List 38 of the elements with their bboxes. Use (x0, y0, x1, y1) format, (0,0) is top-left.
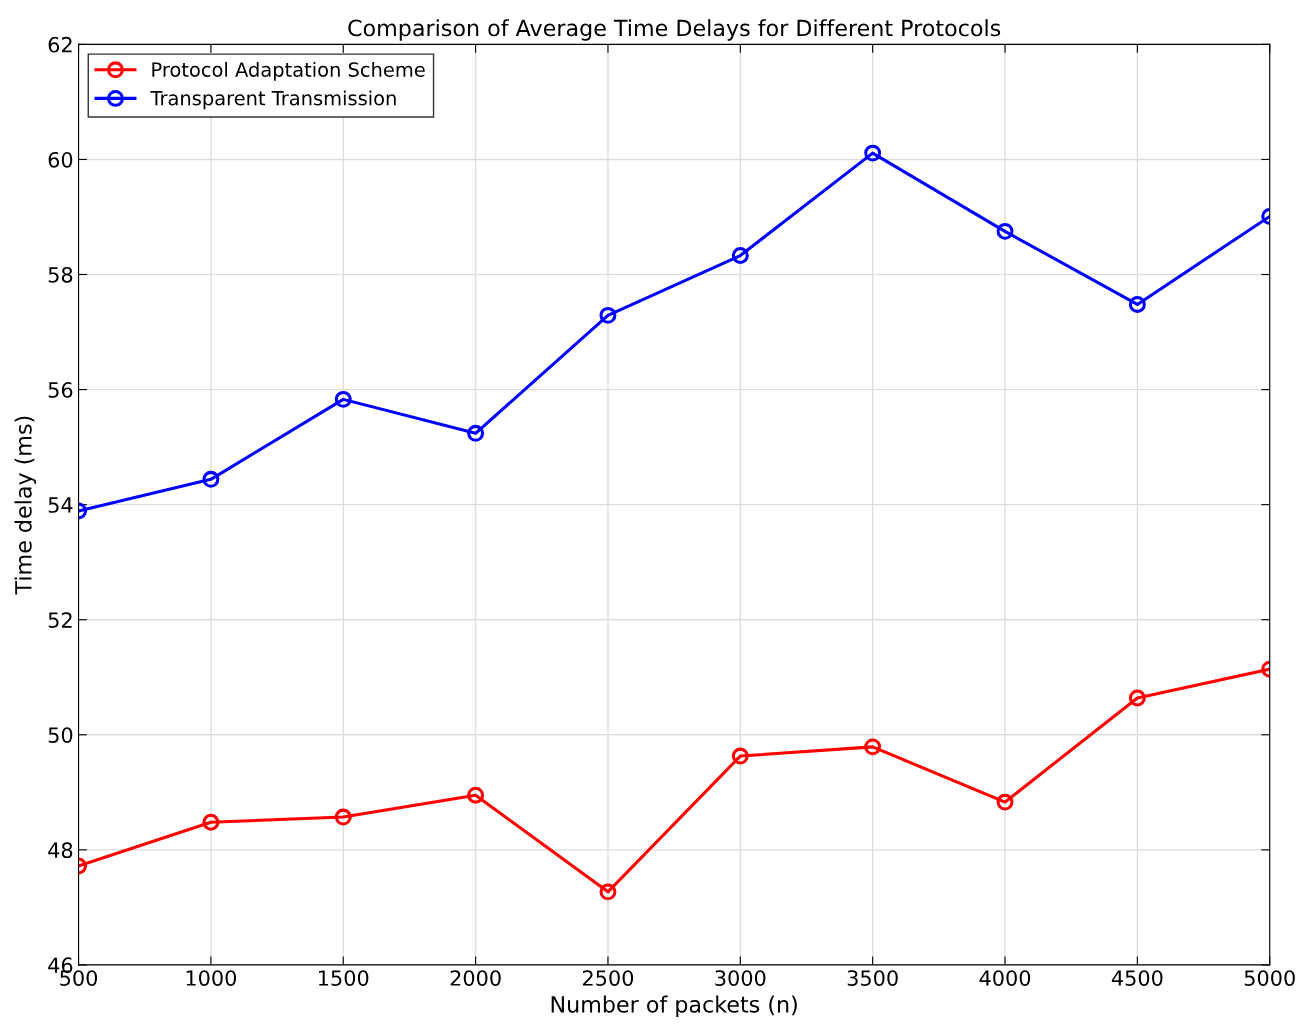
x-tick-label: 1000 (186, 970, 237, 986)
chart-title: Comparison of Average Time Delays for Different Protocols (348, 19, 1001, 41)
point (864, 738, 882, 756)
point (467, 786, 485, 804)
y-tick-label: 48 (48, 842, 73, 859)
point (599, 883, 617, 901)
point (202, 813, 220, 831)
point (334, 808, 352, 826)
y-tick-label: 52 (48, 612, 72, 628)
point (1128, 295, 1146, 313)
x-tick-label: 2500 (582, 970, 634, 986)
point (996, 222, 1014, 240)
legend-label: Transparent Transmission (150, 90, 396, 110)
y-tick-label: 56 (48, 382, 73, 398)
point (202, 470, 220, 488)
x-tick-label: 5000 (1244, 970, 1295, 986)
y-tick-label: 54 (48, 497, 73, 513)
point (731, 247, 749, 264)
y-axis-title: Time delay (ms) (14, 416, 37, 595)
legend-label: Protocol Adaptation Scheme (152, 61, 425, 81)
x-tick-label: 3500 (847, 970, 898, 986)
point (599, 306, 617, 324)
point (996, 793, 1014, 811)
y-tick-label: 50 (48, 727, 73, 743)
x-tick-label: 1500 (319, 970, 369, 986)
x-tick-label: 3000 (715, 970, 766, 986)
x-axis-title: Number of packets (n) (551, 995, 797, 1018)
point (467, 424, 485, 442)
y-tick-label: 60 (48, 151, 73, 168)
x-tick-label: 2000 (450, 970, 501, 986)
y-tick-label: 58 (48, 266, 73, 283)
point (864, 144, 882, 162)
point (334, 390, 352, 408)
y-tick-label: 62 (48, 36, 72, 53)
point (1128, 689, 1146, 707)
x-tick-label: 4000 (979, 970, 1031, 986)
point (731, 747, 749, 765)
x-tick-label: 4500 (1111, 970, 1163, 986)
